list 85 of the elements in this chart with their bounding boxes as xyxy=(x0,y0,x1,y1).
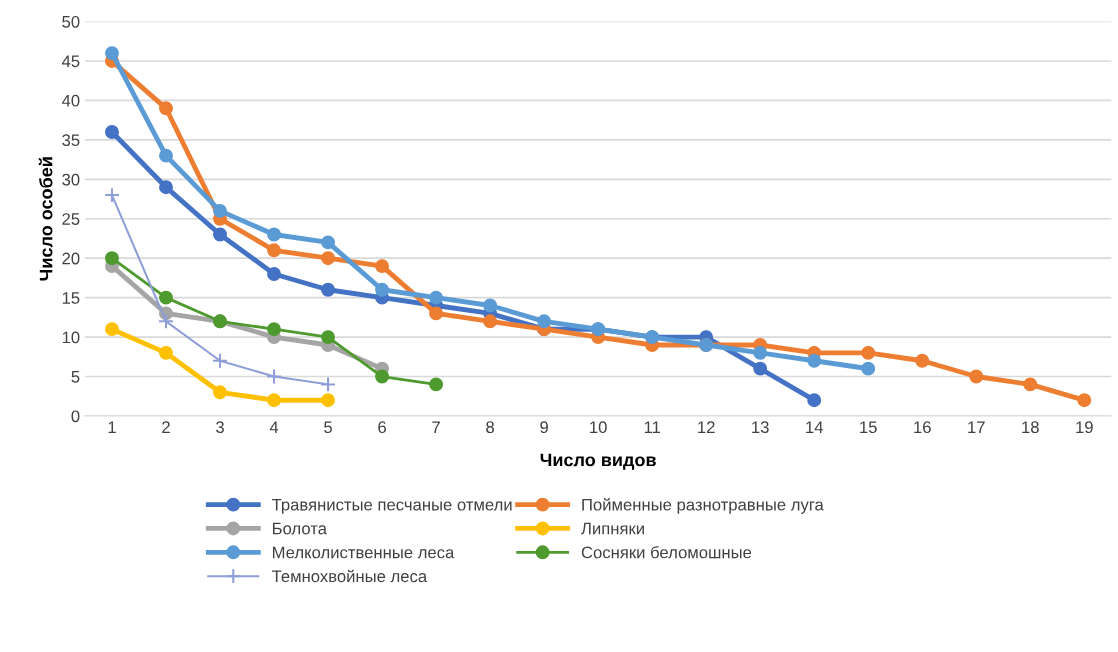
point xyxy=(969,369,984,384)
y-tick-label: 45 xyxy=(61,55,80,68)
point xyxy=(807,393,822,408)
point xyxy=(537,314,552,329)
point xyxy=(105,251,119,266)
point xyxy=(267,322,281,337)
y-tick-label: 5 xyxy=(71,371,80,383)
x-tick-label: 8 xyxy=(486,421,495,434)
point xyxy=(429,290,444,305)
point xyxy=(375,282,390,297)
y-tick-label: 35 xyxy=(62,134,80,147)
point xyxy=(1077,393,1092,408)
y-tick-label: 0 xyxy=(71,410,80,423)
point xyxy=(159,101,173,116)
point xyxy=(159,345,173,360)
x-tick-label: 3 xyxy=(216,421,224,434)
point xyxy=(915,353,930,368)
point xyxy=(213,203,227,218)
x-tick-label: 9 xyxy=(540,421,548,434)
legend-label: Мелколиственные леса xyxy=(272,546,455,559)
point xyxy=(213,385,227,400)
legend-label: Темнохвойные леса xyxy=(271,569,428,583)
legend-label: Болота xyxy=(272,522,327,535)
x-tick-label: 4 xyxy=(269,421,279,433)
x-tick-label: 7 xyxy=(432,421,440,433)
point xyxy=(159,148,173,163)
y-tick-label: 50 xyxy=(62,15,80,28)
point xyxy=(267,267,281,281)
point xyxy=(212,352,228,369)
point xyxy=(1023,377,1038,392)
point xyxy=(753,345,768,360)
point xyxy=(429,306,444,321)
point xyxy=(807,353,822,368)
point xyxy=(103,187,120,204)
x-tick-label: 18 xyxy=(1022,421,1039,434)
x-tick-label: 11 xyxy=(644,421,660,433)
point xyxy=(267,393,281,408)
point xyxy=(105,46,119,61)
y-tick-label: 40 xyxy=(61,94,80,107)
x-tick-label: 12 xyxy=(698,421,715,433)
y-tick-label: 15 xyxy=(62,292,80,304)
point xyxy=(321,282,335,297)
y-tick-label: 20 xyxy=(62,252,80,265)
point xyxy=(861,361,876,376)
point xyxy=(861,345,876,360)
point xyxy=(159,290,173,305)
point xyxy=(321,235,335,250)
legend-label: Сосняки беломошные xyxy=(581,545,752,559)
point xyxy=(483,314,498,329)
point xyxy=(159,180,173,195)
x-tick-label: 17 xyxy=(968,421,985,433)
point xyxy=(266,368,283,385)
point xyxy=(429,377,444,392)
x-tick-label: 16 xyxy=(914,421,931,434)
x-tick-label: 15 xyxy=(860,421,877,434)
x-tick-label: 19 xyxy=(1076,421,1093,434)
point xyxy=(321,251,335,266)
point xyxy=(267,227,281,242)
point xyxy=(105,322,119,337)
x-tick-label: 14 xyxy=(806,421,823,433)
point xyxy=(320,376,337,393)
legend-label: Травянистые песчаные отмели xyxy=(271,498,512,514)
y-tick-label: 10 xyxy=(62,331,80,344)
x-tick-label: 6 xyxy=(378,421,386,434)
point xyxy=(483,298,498,313)
x-tick-label: 1 xyxy=(108,421,116,433)
legend-label: Липняки xyxy=(581,522,644,535)
point xyxy=(321,393,335,408)
point xyxy=(375,369,390,384)
y-axis-title: Число особей xyxy=(38,157,53,281)
point xyxy=(213,227,227,242)
point xyxy=(267,243,281,258)
point xyxy=(753,361,768,376)
x-tick-label: 5 xyxy=(324,421,332,434)
point xyxy=(105,125,119,139)
legend-label: Пойменные разнотравные луга xyxy=(582,498,824,514)
y-tick-label: 30 xyxy=(62,173,80,186)
x-tick-label: 10 xyxy=(590,421,607,434)
x-tick-label: 13 xyxy=(752,421,769,434)
point xyxy=(158,313,174,330)
point xyxy=(375,259,390,274)
x-axis-title: Число видов xyxy=(540,453,656,470)
y-tick-label: 25 xyxy=(62,213,80,225)
x-tick-label: 2 xyxy=(162,421,170,433)
point xyxy=(321,330,335,345)
